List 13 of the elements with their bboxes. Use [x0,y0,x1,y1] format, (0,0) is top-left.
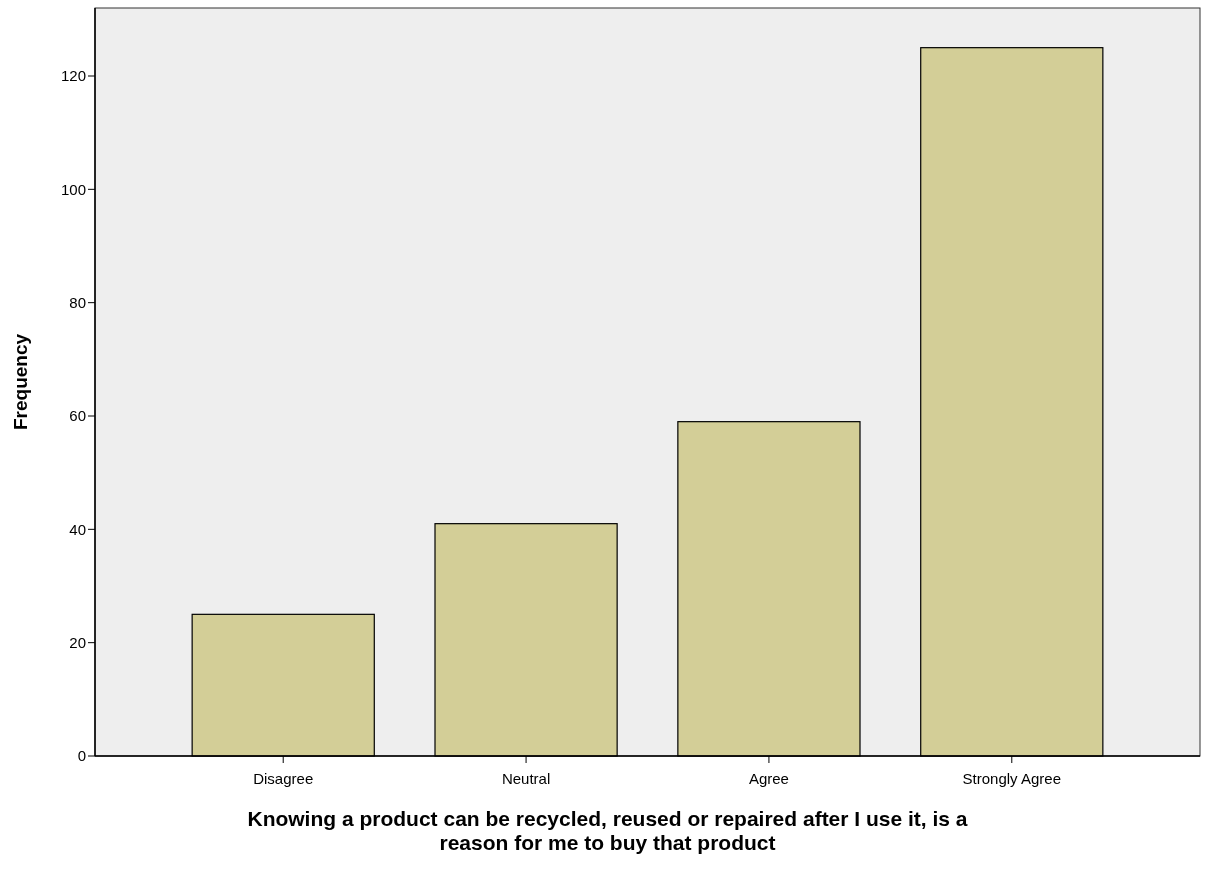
y-tick-label: 100 [60,180,86,198]
x-axis-title: Knowing a product can be recycled, reused or repaired after I use it, is a reason for me to buy that product [247,807,968,854]
x-tick-label: Neutral [501,770,551,787]
y-tick-label: 120 [60,67,86,85]
x-tick-label: Strongly Agree [962,770,1061,787]
y-tick-label: 80 [69,293,86,311]
y-axis-title: Frequency [10,333,31,431]
y-tick-label: 0 [77,747,86,765]
y-tick-label: 20 [69,633,86,651]
y-tick-label: 40 [69,520,86,538]
y-tick-label: 60 [69,407,86,425]
x-tick-label: Disagree [253,770,314,787]
x-tick-label: Agree [748,770,789,787]
